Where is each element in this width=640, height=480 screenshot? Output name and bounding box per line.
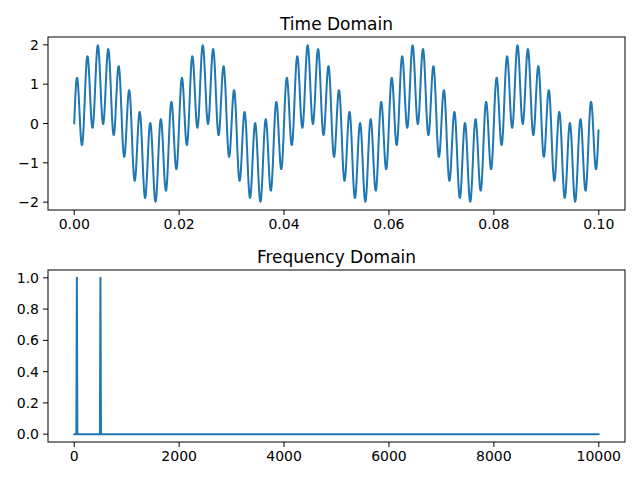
- time-domain-y-tick-label: −2: [18, 194, 39, 210]
- time-domain-y-tick-label: −1: [18, 155, 39, 171]
- frequency-domain-line: [74, 278, 599, 434]
- frequency-domain-axes: 0 2000 4000 6000 8000 10000 0.0 0.2 0.4 0.6 0.8 1.0…: [17, 247, 625, 464]
- frequency-domain-x-tick-label: 2000: [161, 448, 197, 464]
- time-domain-line: [74, 45, 598, 201]
- time-domain-x-tick-label: 0.08: [478, 216, 509, 232]
- time-domain-x-tick-label: 0.04: [268, 216, 299, 232]
- time-domain-x-tick-label: 0.02: [164, 216, 195, 232]
- frequency-domain-y-tick-label: 0.6: [17, 332, 39, 348]
- frequency-domain-x-tick-label: 10000: [576, 448, 621, 464]
- plot-title-frequency-domain: Frequency Domain: [257, 247, 416, 267]
- time-domain-y-tick-label: 2: [30, 37, 39, 53]
- frequency-domain-x-tick-label: 4000: [266, 448, 302, 464]
- frequency-domain-x-tick-label: 8000: [476, 448, 512, 464]
- time-domain-axes: 0.00 0.02 0.04 0.06 0.08 0.10 −2 −1 0 1 2 Time Doma…: [18, 14, 625, 232]
- time-domain-y-tick-label: 0: [30, 116, 39, 132]
- frequency-domain-y-tick-label: 0.8: [17, 301, 39, 317]
- frequency-domain-x-tick-label: 0: [70, 448, 79, 464]
- time-domain-x-tick-label: 0.06: [373, 216, 404, 232]
- plot-title-time-domain: Time Domain: [279, 14, 393, 34]
- frequency-domain-x-tick-label: 6000: [371, 448, 407, 464]
- time-domain-x-tick-label: 0.00: [59, 216, 90, 232]
- time-domain-y-tick-label: 1: [30, 76, 39, 92]
- figure-canvas: 0.000.020.040.060.080.10−2−1012Time Doma…: [0, 0, 640, 480]
- frequency-domain-y-tick-label: 0.2: [17, 395, 39, 411]
- matplotlib-figure: 0.000.020.040.060.080.10−2−1012Time Doma…: [0, 0, 640, 480]
- frequency-domain-axes-frame: [48, 270, 625, 442]
- frequency-domain-y-tick-label: 1.0: [17, 270, 39, 286]
- frequency-domain-y-tick-label: 0.4: [17, 364, 39, 380]
- time-domain-x-tick-label: 0.10: [583, 216, 614, 232]
- frequency-domain-y-tick-label: 0.0: [17, 426, 39, 442]
